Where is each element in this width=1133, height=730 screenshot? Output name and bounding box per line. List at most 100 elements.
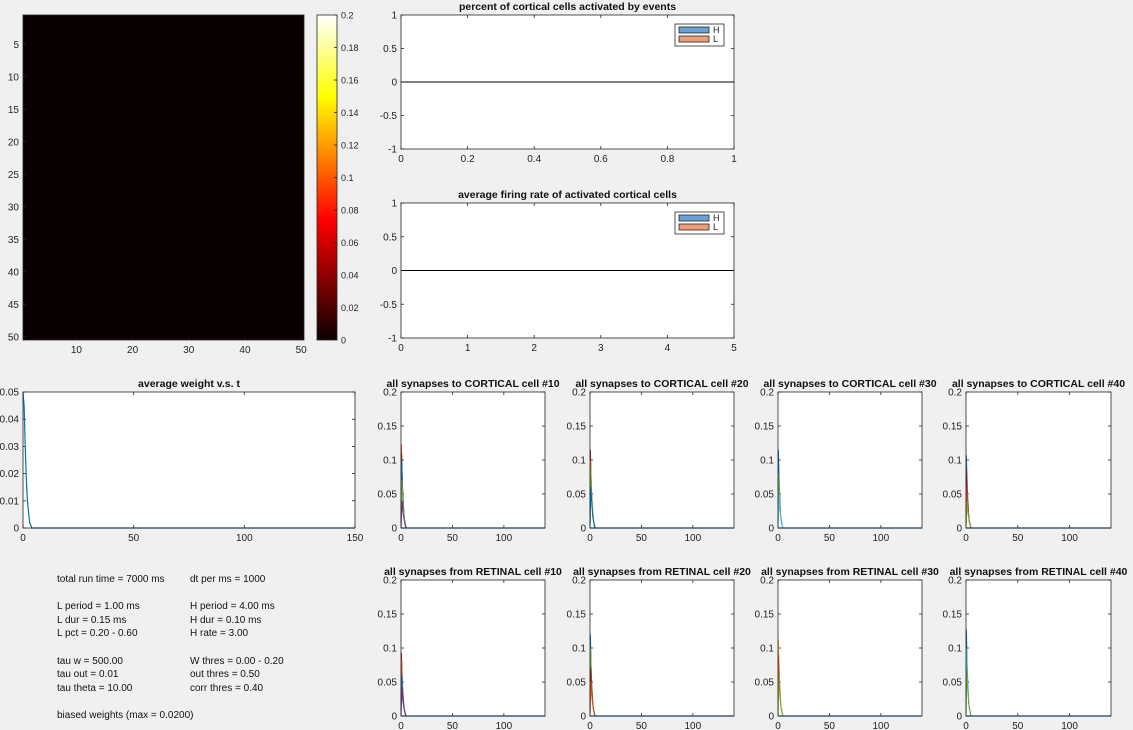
legend-swatch-H <box>678 214 710 222</box>
legend-label: H <box>713 213 720 223</box>
x-tick-label: 30 <box>183 345 195 356</box>
y-tick-label: 0.05 <box>567 678 587 689</box>
colorbar-tick-label: 0.1 <box>341 173 354 183</box>
y-tick-label: 0 <box>956 712 962 723</box>
x-tick-label: 0.8 <box>660 154 674 165</box>
y-tick-label: 0.05 <box>378 490 398 501</box>
x-tick-label: 0 <box>398 343 404 354</box>
y-tick-label: 1 <box>391 199 397 210</box>
x-tick-label: 50 <box>296 345 308 356</box>
axes-border <box>400 391 546 529</box>
y-tick-label: 0.05 <box>567 490 587 501</box>
param-line: biased weights (max = 0.0200) <box>57 709 194 721</box>
y-tick-label: 0.15 <box>755 422 775 433</box>
y-tick-label: 0.2 <box>948 388 962 399</box>
plot-area <box>590 580 734 716</box>
y-tick-label: 0.15 <box>755 610 775 621</box>
x-tick-label: 50 <box>1012 533 1024 544</box>
x-tick-label: 0 <box>398 721 404 730</box>
x-tick-label: 100 <box>496 533 513 544</box>
plot-area <box>401 580 545 716</box>
param-line: H period = 4.00 ms <box>190 601 275 613</box>
y-tick-label: 0.1 <box>383 644 397 655</box>
parameter-text-left: total run time = 7000 ms L period = 1.00… <box>57 573 193 723</box>
axes-border <box>965 579 1112 717</box>
x-tick-label: 50 <box>824 533 836 544</box>
x-tick-label: 10 <box>71 345 83 356</box>
chart-title: all synapses from RETINAL cell #10 <box>384 566 562 578</box>
y-tick-label: -0.5 <box>380 111 398 122</box>
param-line <box>190 641 284 655</box>
y-tick-label: 0.04 <box>0 415 19 426</box>
colorbar-tick-label: 0.12 <box>341 141 359 151</box>
param-line: total run time = 7000 ms <box>57 574 165 585</box>
y-tick-label: 0.02 <box>0 469 19 480</box>
chart-title: average firing rate of activated cortica… <box>458 189 677 201</box>
y-tick-label: 0.1 <box>572 456 586 467</box>
param-line <box>190 709 284 723</box>
y-tick-label: 35 <box>8 235 20 246</box>
axes-border <box>22 14 305 341</box>
y-tick-label: 0 <box>391 524 397 535</box>
y-tick-label: 0 <box>768 712 774 723</box>
plot-area <box>23 392 355 528</box>
x-tick-label: 0 <box>398 154 404 165</box>
parameter-text-right: dt per ms = 1000 H period = 4.00 ms H du… <box>190 573 284 723</box>
y-tick-label: 0.2 <box>572 388 586 399</box>
y-tick-label: 10 <box>8 72 20 83</box>
colorbar-tick-label: 0.18 <box>341 43 359 53</box>
y-tick-label: 0 <box>956 524 962 535</box>
avg-firing-chart: 0 1 2 3 4 5 -1 -0.5 0 0.5 1 average firing rate of … <box>380 189 737 354</box>
axes-border <box>400 14 735 150</box>
colorbar-tick-label: 0.2 <box>341 11 354 21</box>
y-tick-label: 0 <box>13 524 19 535</box>
y-tick-label: 0.15 <box>567 610 587 621</box>
y-tick-label: 0.05 <box>943 490 963 501</box>
y-tick-label: 15 <box>8 105 20 116</box>
x-tick-label: 50 <box>636 721 648 730</box>
y-tick-label: 0.1 <box>760 456 774 467</box>
colorbar-tick-label: 0 <box>341 336 346 346</box>
param-line <box>57 641 193 655</box>
x-tick-label: 50 <box>128 533 140 544</box>
y-tick-label: 0.1 <box>948 456 962 467</box>
colorbar-tick-label: 0.04 <box>341 271 359 281</box>
param-line: dt per ms = 1000 <box>190 574 266 585</box>
x-tick-label: 0 <box>20 533 26 544</box>
colorbar-tick-label: 0.06 <box>341 238 359 248</box>
plot-area <box>401 392 545 528</box>
axes-border <box>777 391 923 529</box>
x-tick-label: 0 <box>963 721 969 730</box>
y-tick-label: 20 <box>8 137 20 148</box>
y-tick-label: 0.1 <box>948 644 962 655</box>
param-line: H rate = 3.00 <box>190 628 249 640</box>
y-tick-label: 0.15 <box>567 422 587 433</box>
y-tick-label: 45 <box>8 300 20 311</box>
y-tick-label: 1 <box>391 11 397 22</box>
pct-activated-chart: 0 0.2 0.4 0.6 0.8 1 -1 -0.5 0 0.5 1 percent of cort… <box>380 1 737 165</box>
plot-area <box>778 580 922 716</box>
colorbar-tick-label: 0.02 <box>341 303 359 313</box>
x-tick-label: 0.6 <box>594 154 608 165</box>
plot-area <box>966 580 1111 716</box>
y-tick-label: 50 <box>8 332 20 343</box>
y-tick-label: -0.5 <box>380 300 398 311</box>
avg-weight-chart: 0 50 100 150 0 0.01 0.02 0.03 0.04 0.05 average we… <box>0 378 364 544</box>
chart-title: all synapses from RETINAL cell #30 <box>761 566 939 578</box>
x-tick-label: 0 <box>398 533 404 544</box>
x-tick-label: 3 <box>598 343 604 354</box>
legend-label: L <box>713 222 718 232</box>
plot-area <box>778 392 922 528</box>
axes-border <box>589 579 735 717</box>
legend-swatch-L <box>678 223 710 231</box>
axes-border <box>400 202 735 339</box>
x-tick-label: 50 <box>447 721 459 730</box>
y-tick-label: 0.2 <box>760 576 774 587</box>
x-tick-label: 20 <box>127 345 139 356</box>
x-tick-label: 50 <box>824 721 836 730</box>
y-tick-label: 0.1 <box>383 456 397 467</box>
